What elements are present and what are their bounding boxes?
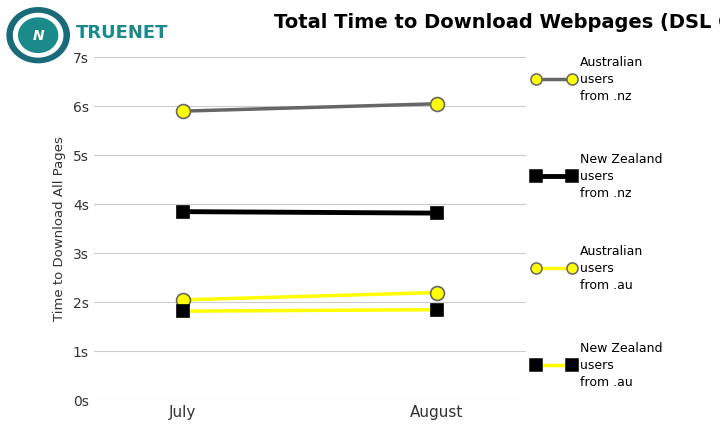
Text: Australian
users
from .au: Australian users from .au: [580, 245, 643, 292]
Text: N: N: [32, 29, 44, 44]
Text: Australian
users
from .nz: Australian users from .nz: [580, 56, 643, 103]
Y-axis label: Time to Download All Pages: Time to Download All Pages: [53, 136, 66, 321]
Text: TRUENET: TRUENET: [76, 24, 168, 42]
Text: New Zealand
users
from .au: New Zealand users from .au: [580, 342, 662, 389]
Text: Total Time to Download Webpages (DSL Only): Total Time to Download Webpages (DSL Onl…: [274, 13, 720, 32]
Polygon shape: [14, 14, 63, 57]
Polygon shape: [7, 8, 69, 62]
Text: New Zealand
users
from .nz: New Zealand users from .nz: [580, 153, 662, 199]
Polygon shape: [19, 18, 58, 52]
